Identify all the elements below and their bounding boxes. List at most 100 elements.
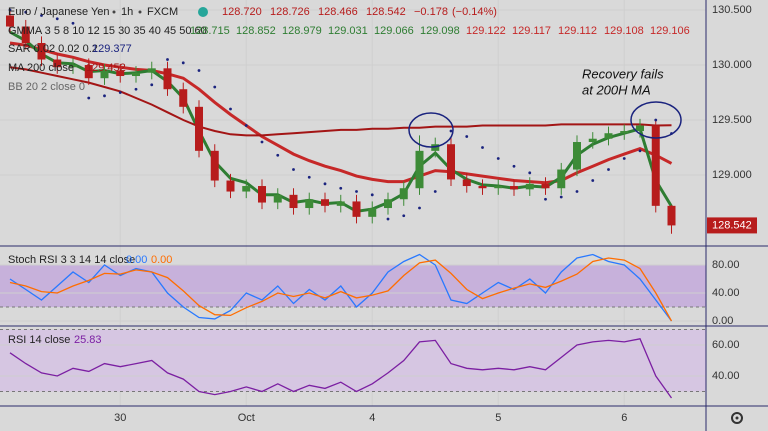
sar-value: 129.377 (92, 43, 132, 55)
indicator-line (9, 253, 673, 322)
sar-dot (213, 85, 217, 89)
y-tick-label: 40.00 (712, 287, 740, 299)
gmma-value: 129.108 (604, 25, 644, 37)
sar-dot (197, 69, 201, 72)
gmma-value: 129.112 (558, 25, 597, 37)
sar-label: SAR 0.02 0.02 0.2 (8, 43, 98, 55)
candle-body (494, 186, 503, 189)
sar-dot (244, 124, 248, 127)
sar-dot (103, 94, 106, 98)
gmma-value: 129.098 (420, 25, 460, 37)
ohlc-value: 128.726 (270, 6, 310, 18)
candle-body (53, 59, 62, 68)
candle-body (636, 125, 644, 132)
sar-dot (386, 217, 390, 221)
ohlc-value: 128.466 (318, 6, 358, 18)
ohlc-legend: 128.720 128.726 128.466 128.542 −0.178 (−0.14… (222, 6, 497, 18)
candle-body (321, 199, 329, 206)
candle-body (6, 15, 14, 27)
candle-body (100, 70, 109, 79)
candle-body (273, 194, 282, 203)
sar-dot (339, 186, 343, 190)
candle-body (242, 186, 251, 192)
band (0, 329, 706, 392)
bb-label: BB 20 2 close 0 (8, 81, 85, 93)
sar-dot (40, 14, 43, 17)
sar-dot (575, 190, 579, 193)
candle-body (305, 199, 314, 209)
y-tick-label: 130.000 (712, 59, 752, 71)
candle-body (336, 201, 345, 206)
sar-dot (559, 195, 563, 199)
sar-dot (323, 182, 327, 186)
sar-dot (134, 87, 138, 91)
candle-body (210, 150, 219, 181)
sar-dot (260, 140, 264, 144)
sar-dot (622, 157, 626, 160)
candle-body (557, 169, 566, 189)
candle-body (462, 179, 471, 187)
candle-body (447, 144, 455, 180)
candle-body (604, 133, 613, 139)
candle-body (588, 138, 597, 143)
gmma-value: 128.979 (282, 25, 322, 37)
plot-area (0, 8, 706, 399)
x-tick-label: 5 (495, 412, 501, 424)
candle-body (226, 180, 235, 192)
separator-dot (138, 10, 142, 14)
candle-body (147, 68, 156, 73)
highlight-circle (630, 101, 682, 139)
symbol-title: Euro / Japanese Yen (8, 6, 110, 18)
ma-label: MA 200 close (8, 62, 74, 74)
ma-value: 129.452 (86, 62, 126, 74)
candle-body (132, 72, 140, 77)
sar-dot (355, 190, 358, 193)
gmma-label: GMMA 3 5 8 10 12 15 30 35 40 45 50 60 (8, 25, 207, 37)
y-tick-label: 129.000 (712, 169, 752, 181)
price-tag (707, 217, 757, 234)
ohlc-value: 128.720 (222, 6, 262, 18)
separator-dot (112, 10, 116, 14)
candle-body (541, 183, 550, 189)
settings-icon[interactable] (731, 412, 743, 424)
sar-dot (433, 190, 437, 193)
sar-dot (481, 146, 484, 149)
sar-dot (449, 129, 453, 133)
candle-body (163, 68, 172, 90)
market-status (198, 7, 208, 17)
gear[interactable] (731, 412, 743, 424)
candle-body (573, 142, 581, 170)
gear-center[interactable] (735, 416, 739, 420)
candle-body (399, 188, 408, 200)
candle-body (525, 183, 534, 190)
sar-dot (8, 8, 12, 12)
candle-body (258, 186, 266, 203)
candle-body (179, 89, 188, 107)
source: FXCM (147, 6, 178, 18)
candle-body (352, 201, 361, 217)
candle-body (651, 125, 660, 206)
sar-dot (166, 58, 169, 61)
y-tick-label: 80.00 (712, 259, 740, 271)
band (0, 265, 706, 308)
candle-body (195, 106, 203, 151)
y-tick-label: 60.00 (712, 339, 740, 351)
gmma-value: 129.117 (512, 25, 551, 37)
stoch-d-value: 0.00 (151, 254, 172, 266)
rsi-value: 25.83 (74, 334, 102, 346)
sar-dot (276, 153, 280, 157)
x-tick-label: 4 (369, 412, 375, 424)
gmma-value: 128.852 (236, 25, 276, 37)
sar-dot (528, 171, 532, 175)
sar-dot (402, 214, 406, 218)
sar-dot (307, 175, 311, 179)
y-tick-label: 40.00 (712, 370, 740, 382)
y-tick-label: 0.00 (712, 315, 733, 327)
sar-dot (150, 83, 154, 87)
sar-dot (544, 197, 547, 201)
candle-body (667, 205, 676, 226)
annotation: Recovery fails (582, 66, 664, 81)
y-tick-label: 129.500 (712, 114, 752, 126)
x-tick-label: 6 (621, 412, 627, 424)
